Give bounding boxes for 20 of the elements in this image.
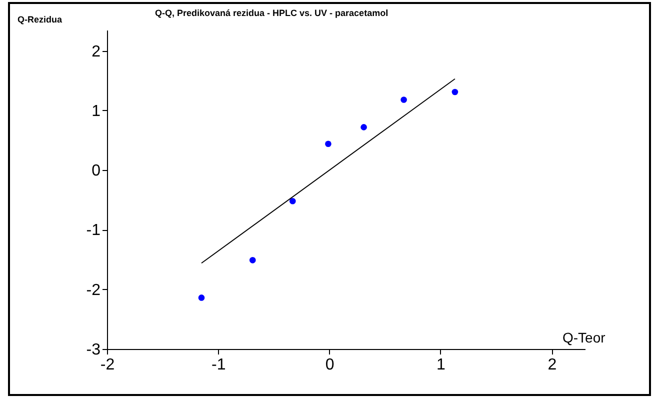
y-tick-label: 0	[92, 162, 101, 180]
y-tick-label: -1	[86, 222, 101, 240]
x-tick-label: 1	[436, 356, 446, 374]
point	[325, 140, 332, 148]
point	[289, 198, 296, 204]
x-tick-label: 2	[548, 356, 557, 374]
point	[198, 294, 205, 301]
point	[452, 88, 458, 96]
x-axis-title: Q-Teor	[562, 330, 606, 346]
y-tick-label: 1	[92, 102, 101, 120]
point	[360, 124, 367, 130]
point	[400, 96, 407, 103]
y-tick-label: -3	[86, 342, 101, 358]
point	[249, 257, 256, 264]
y-axis-title: Q-Rezidua	[18, 14, 63, 24]
y-tick-label: -2	[86, 282, 101, 299]
x-tick-label: 0	[325, 356, 334, 374]
x-tick-label: -1	[212, 356, 226, 374]
y-tick-label: 2	[92, 43, 101, 60]
chart-title: Q-Q, Predikovaná rezidua - HPLC vs. UV - paracetamol	[155, 8, 388, 18]
